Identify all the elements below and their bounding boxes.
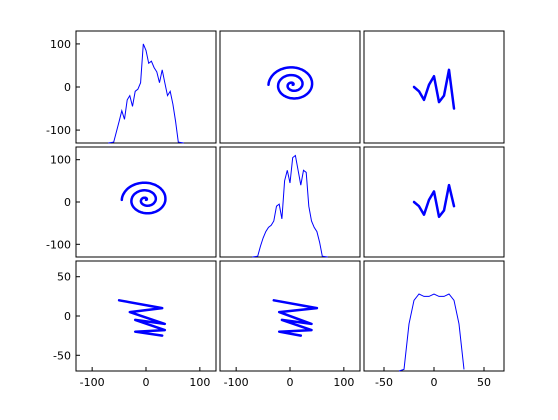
diag-line-2	[398, 293, 465, 372]
x-tick-label: 50	[477, 376, 491, 389]
y-tick-label: 0	[64, 81, 71, 94]
panel-r0-c1	[219, 30, 361, 144]
x-tick-label: 100	[189, 376, 210, 389]
x-tick-label: 100	[333, 376, 354, 389]
y-tick-label: -100	[46, 124, 71, 137]
scatter-r1-c2	[412, 183, 456, 219]
scatter-r0-c1	[267, 66, 314, 100]
y-tick-label: 100	[50, 154, 71, 167]
x-tick-label: -100	[224, 376, 249, 389]
panel-r0-c2	[363, 30, 505, 144]
panel-r0-c0	[75, 30, 217, 144]
x-tick-label: 0	[431, 376, 438, 389]
y-tick-label: 50	[57, 271, 71, 284]
panel-r1-c0	[75, 146, 217, 258]
x-tick-label: 0	[143, 376, 150, 389]
diag-line-0	[108, 43, 184, 144]
x-tick-label: -100	[80, 376, 105, 389]
y-tick-label: -50	[53, 349, 71, 362]
y-tick-label: 0	[64, 196, 71, 209]
panel-r1-c1	[219, 146, 361, 258]
y-tick-label: 100	[50, 38, 71, 51]
x-tick-label: -50	[375, 376, 393, 389]
scatter-r2-c0	[117, 299, 167, 337]
panel-r1-c2	[363, 146, 505, 258]
panel-r2-c2	[363, 260, 505, 372]
x-tick-label: 0	[287, 376, 294, 389]
scatter-r1-c0	[120, 181, 167, 215]
scatter-r0-c2	[412, 68, 456, 110]
scatter-r2-c1	[272, 299, 319, 337]
panel-r2-c0	[75, 260, 217, 372]
diag-line-1	[252, 154, 328, 258]
y-tick-label: -100	[46, 238, 71, 251]
y-tick-label: 0	[64, 310, 71, 323]
